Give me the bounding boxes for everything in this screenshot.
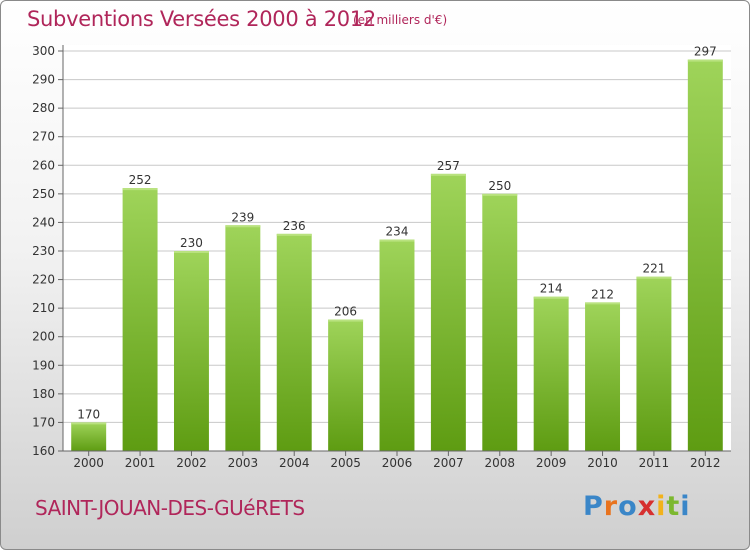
bar-2011 — [636, 276, 672, 451]
data-label-2011: 221 — [642, 262, 665, 276]
chart-subtitle: (en milliers d'€) — [353, 13, 448, 27]
data-label-2001: 252 — [129, 173, 152, 187]
x-tick-label: 2011 — [639, 456, 670, 470]
x-tick-label: 2001 — [125, 456, 156, 470]
commune-name: SAINT-JOUAN-DES-GUéRETS — [35, 496, 305, 520]
y-tick-label: 180 — [32, 387, 55, 401]
y-tick-label: 260 — [32, 158, 55, 172]
y-tick-label: 200 — [32, 330, 55, 344]
data-label-2000: 170 — [77, 407, 100, 421]
bar-2005 — [328, 319, 364, 451]
logo-letter: x — [637, 491, 657, 522]
bar-2007 — [430, 173, 466, 451]
data-label-2003: 239 — [231, 210, 254, 224]
logo-letter: o — [618, 491, 638, 522]
logo-letter: t — [666, 491, 681, 522]
proxiti-logo: Proxiti — [583, 491, 691, 522]
bar-2001 — [122, 188, 158, 451]
data-label-2008: 250 — [488, 179, 511, 193]
bar-2004 — [276, 233, 312, 451]
data-label-2005: 206 — [334, 305, 357, 319]
x-tick-label: 2008 — [484, 456, 515, 470]
y-tick-label: 160 — [32, 444, 55, 458]
chart-title: Subventions Versées 2000 à 2012 — [27, 7, 376, 31]
logo-letter: P — [583, 491, 604, 522]
y-tick-label: 210 — [32, 301, 55, 315]
bar-2000 — [71, 422, 107, 451]
bar-2003 — [225, 225, 261, 451]
axes: 160 170 180 190 200 210 220 230 240 250 260 270 280 2… — [32, 44, 731, 470]
x-tick-label: 2009 — [536, 456, 567, 470]
x-tick-label: 2005 — [330, 456, 361, 470]
y-tick-label: 280 — [32, 101, 55, 115]
bar-2008 — [482, 193, 518, 451]
bar-2006 — [379, 239, 415, 451]
data-label-2002: 230 — [180, 236, 203, 250]
data-label-2012: 297 — [694, 45, 717, 59]
bars: 170 252 230 239 236 206 234 257 250 214 212 221 297 — [71, 45, 723, 451]
bar-2009 — [533, 296, 569, 451]
y-tick-label: 300 — [32, 44, 55, 58]
data-label-2004: 236 — [283, 219, 306, 233]
logo-letter: r — [603, 491, 619, 522]
data-label-2009: 214 — [540, 282, 563, 296]
bar-2012 — [687, 59, 723, 451]
bar-2002 — [173, 251, 209, 451]
y-tick-label: 290 — [32, 73, 55, 87]
x-tick-label: 2012 — [690, 456, 721, 470]
y-tick-label: 230 — [32, 244, 55, 258]
data-label-2007: 257 — [437, 159, 460, 173]
x-tick-label: 2007 — [433, 456, 464, 470]
x-tick-label: 2004 — [279, 456, 310, 470]
logo-letter: i — [680, 491, 691, 522]
x-tick-label: 2010 — [587, 456, 618, 470]
bar-2010 — [585, 302, 621, 451]
logo-letter: i — [656, 491, 667, 522]
data-label-2010: 212 — [591, 287, 614, 301]
y-tick-label: 220 — [32, 273, 55, 287]
x-tick-label: 2000 — [73, 456, 104, 470]
y-tick-label: 250 — [32, 187, 55, 201]
x-tick-label: 2002 — [176, 456, 207, 470]
y-tick-label: 190 — [32, 358, 55, 372]
x-tick-label: 2006 — [382, 456, 413, 470]
y-tick-label: 270 — [32, 130, 55, 144]
y-tick-label: 170 — [32, 415, 55, 429]
data-label-2006: 234 — [386, 225, 409, 239]
y-tick-label: 240 — [32, 215, 55, 229]
x-tick-label: 2003 — [228, 456, 259, 470]
